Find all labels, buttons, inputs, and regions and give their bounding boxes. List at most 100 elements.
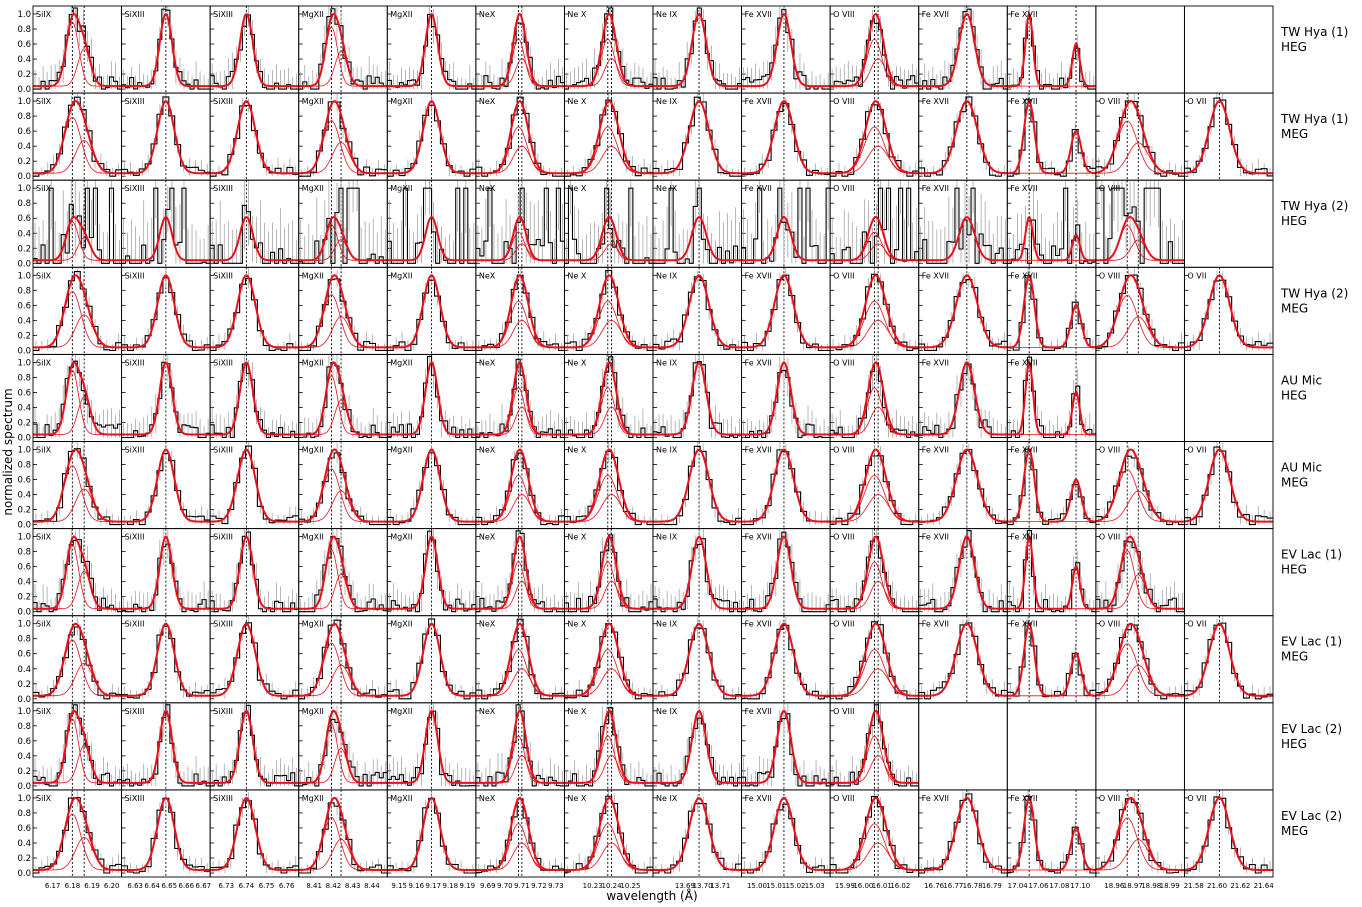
- observed-spectrum: [33, 704, 122, 787]
- model-fit: [298, 448, 388, 523]
- empty-panel: [1183, 179, 1274, 268]
- model-fit: [298, 361, 388, 436]
- line-label: O VIII: [1099, 620, 1120, 629]
- observed-spectrum: [33, 96, 122, 177]
- observed-spectrum: [564, 795, 653, 874]
- x-tick-labels: 6.17 6.18 6.19 6.20 6.63 6.64 6.65 6.66 6.67 6.73…: [45, 882, 1274, 890]
- model-component: [475, 735, 565, 784]
- model-component: [475, 823, 565, 871]
- y-tick-label: 1.0: [17, 533, 31, 543]
- y-tick-label: 0.0: [17, 695, 31, 705]
- model-fit: [121, 535, 211, 610]
- model-component: [475, 668, 565, 697]
- observed-spectrum: [653, 7, 742, 90]
- panel-frame: [298, 789, 388, 878]
- x-tick-label: 6.18: [65, 882, 81, 890]
- model-fit: [387, 215, 476, 262]
- x-tick-label: 15.02: [785, 882, 805, 890]
- x-tick-label: 10.25: [620, 882, 640, 890]
- y-tick-label: 0.8: [17, 548, 31, 558]
- line-label: SiXIII: [213, 707, 233, 716]
- spectrum-panel: Ne X: [563, 353, 654, 442]
- observed-spectrum: [298, 101, 388, 177]
- y-tick-label: 0.4: [17, 142, 31, 152]
- observed-spectrum: [741, 713, 831, 787]
- model-component: [564, 668, 653, 697]
- line-label: O VIII: [833, 446, 854, 455]
- model-component: [564, 842, 653, 871]
- y-tick-label: 0.0: [17, 259, 31, 269]
- spectrum-panel: 0.0 0.2 0.4 0.6 0.8 1.0 SiIX: [17, 528, 123, 618]
- observed-spectrum: [298, 362, 388, 439]
- panel-frame: [1006, 615, 1097, 704]
- observed-spectrum: [210, 622, 299, 700]
- y-tick-label: 0.8: [17, 112, 31, 122]
- observed-spectrum: [741, 274, 831, 351]
- y-tick-label: 1.0: [17, 358, 31, 368]
- line-label: SiIX: [36, 97, 52, 106]
- line-label: Fe XVII: [745, 533, 772, 542]
- panel-frame: [652, 441, 743, 530]
- line-label: Fe XVII: [922, 358, 949, 367]
- x-tick-label: 6.63: [127, 882, 143, 890]
- model-fit: [33, 274, 122, 349]
- observed-spectrum: [1095, 187, 1185, 264]
- line-label: SiXIII: [125, 271, 145, 280]
- observed-spectrum: [741, 8, 831, 90]
- model-fit: [210, 100, 299, 175]
- model-fit: [475, 13, 565, 88]
- line-label: O VIII: [833, 10, 854, 19]
- panel-frame: [1095, 789, 1185, 878]
- model-fit: [1007, 534, 1096, 610]
- spectrum-panel: SiXIII: [209, 528, 300, 617]
- model-component: [564, 243, 653, 261]
- spectrum-panel: Fe XVII: [918, 353, 1008, 442]
- observed-spectrum: [741, 531, 831, 613]
- y-tick-label: 1.0: [17, 794, 31, 804]
- line-label: Ne IX: [656, 620, 678, 629]
- line-label: Ne X: [567, 533, 586, 542]
- line-label: MgXII: [390, 620, 412, 629]
- model-component: [564, 58, 653, 87]
- y-tick-label: 0.2: [17, 680, 31, 690]
- model-component: [298, 573, 388, 610]
- observed-spectrum: [653, 445, 742, 526]
- observed-spectrum: [475, 530, 565, 613]
- line-label: O VIII: [1099, 446, 1120, 455]
- y-tick-label: 0.8: [17, 809, 31, 819]
- spectrum-panel: MgXII: [298, 266, 388, 355]
- model-component: [1095, 665, 1185, 697]
- y-tick-label: 0.0: [17, 172, 31, 182]
- model-component: [1095, 574, 1185, 610]
- observed-spectrum: [475, 618, 565, 700]
- spectrum-panel: Fe XVII: [1006, 179, 1097, 268]
- line-label: O VIII: [833, 707, 854, 716]
- line-label: SiIX: [36, 707, 52, 716]
- line-label: Fe XVII: [745, 446, 772, 455]
- model-fit: [741, 274, 831, 349]
- model-fit: [475, 361, 565, 436]
- model-component: [564, 755, 653, 784]
- panel-frame: [32, 266, 123, 355]
- observed-spectrum: [121, 96, 211, 176]
- line-label: O VIII: [1099, 794, 1120, 803]
- model-fit: [387, 448, 476, 523]
- row-source-label: TW Hya (2): [1280, 286, 1348, 300]
- model-component: [33, 544, 122, 610]
- y-tick-label: 0.6: [17, 476, 31, 486]
- x-tick-label: 6.66: [178, 882, 194, 890]
- spectrum-panel: MgXII: [298, 615, 388, 704]
- x-tick-label: 8.41: [306, 882, 322, 890]
- spectrum-panel: Ne X: [563, 92, 654, 181]
- observed-spectrum: [653, 187, 742, 264]
- line-label: MgXII: [302, 620, 324, 629]
- observed-spectrum: [121, 8, 211, 90]
- observed-spectrum: [1007, 99, 1096, 177]
- spectrum-panel: Fe XVII: [1006, 528, 1097, 617]
- spectrum-panel: Fe XVII: [1006, 789, 1097, 878]
- model-component: [564, 319, 653, 348]
- model-component: [564, 580, 653, 610]
- model-fit: [121, 361, 211, 436]
- model-fit: [475, 448, 565, 523]
- model-component: [564, 494, 653, 522]
